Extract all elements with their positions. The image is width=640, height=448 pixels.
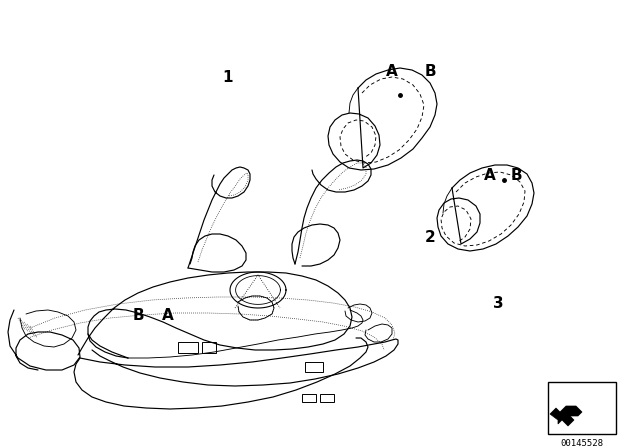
Bar [178, 342, 198, 353]
Bar [305, 362, 323, 372]
Text: 1: 1 [223, 70, 233, 86]
Bar [202, 342, 216, 353]
Bar [302, 394, 316, 402]
Bar [320, 394, 334, 402]
Text: A: A [484, 168, 496, 182]
Text: 00145528: 00145528 [561, 439, 604, 448]
Text: A: A [386, 65, 398, 79]
Bar [548, 382, 616, 434]
Text: B: B [510, 168, 522, 182]
Text: B: B [132, 307, 144, 323]
Text: A: A [162, 307, 174, 323]
Text: 2: 2 [424, 231, 435, 246]
Polygon shape [550, 406, 582, 426]
Text: B: B [424, 65, 436, 79]
Text: 3: 3 [493, 296, 503, 310]
